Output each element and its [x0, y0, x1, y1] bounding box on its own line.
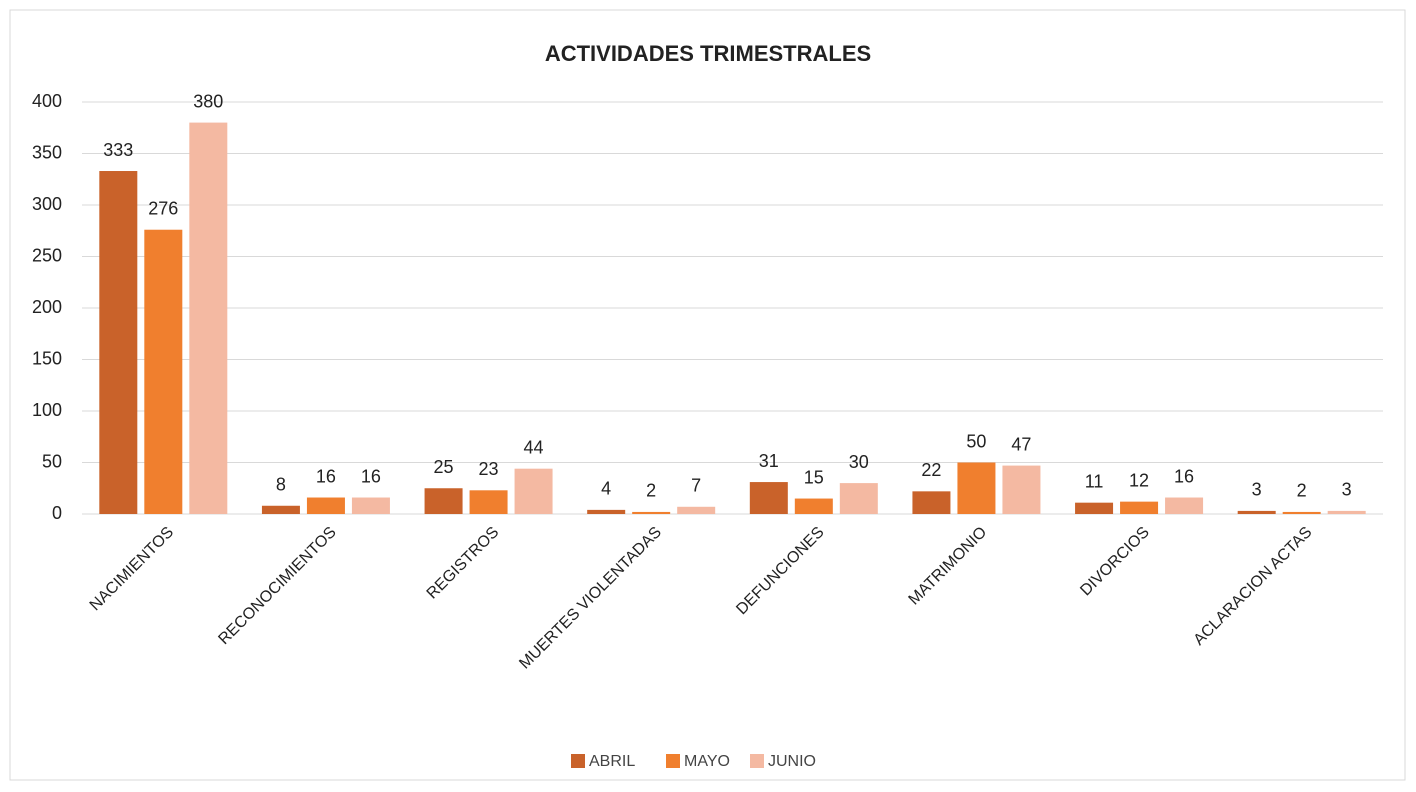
legend-label: JUNIO [768, 753, 816, 770]
y-tick-label: 400 [32, 91, 62, 111]
legend-swatch [571, 754, 585, 768]
bar [261, 505, 300, 514]
bar [794, 498, 833, 514]
y-tick-label: 150 [32, 348, 62, 368]
y-tick-label: 300 [32, 194, 62, 214]
data-label: 12 [1129, 470, 1149, 490]
data-label: 15 [804, 467, 824, 487]
bar [749, 482, 788, 514]
legend-label: MAYO [684, 753, 730, 770]
data-label: 8 [276, 475, 286, 495]
data-label: 2 [646, 481, 656, 501]
bar [99, 171, 138, 514]
y-tick-label: 200 [32, 297, 62, 317]
data-label: 276 [148, 198, 178, 218]
bar [189, 122, 228, 514]
y-tick-label: 350 [32, 142, 62, 162]
y-tick-label: 0 [52, 503, 62, 523]
data-label: 50 [966, 431, 986, 451]
bar [839, 483, 878, 514]
data-label: 11 [1085, 471, 1104, 491]
data-label: 7 [691, 476, 701, 496]
bar [514, 468, 553, 514]
data-label: 25 [434, 457, 454, 477]
data-label: 16 [316, 466, 336, 486]
data-label: 333 [103, 140, 133, 160]
data-label: 44 [524, 437, 544, 457]
bar [957, 462, 996, 514]
bar [587, 509, 626, 514]
bar [1327, 510, 1366, 514]
chart-title: ACTIVIDADES TRIMESTRALES [545, 41, 871, 66]
data-label: 16 [1174, 466, 1194, 486]
bar [1282, 511, 1321, 514]
legend-swatch [666, 754, 680, 768]
data-label: 4 [601, 479, 611, 499]
legend-label: ABRIL [589, 753, 635, 770]
data-label: 30 [849, 452, 869, 472]
bar [677, 506, 716, 514]
y-tick-label: 250 [32, 245, 62, 265]
bar [306, 497, 345, 514]
data-label: 3 [1252, 480, 1262, 500]
legend-swatch [750, 754, 764, 768]
data-label: 23 [479, 459, 499, 479]
y-tick-label: 100 [32, 400, 62, 420]
data-label: 16 [361, 466, 381, 486]
bar [1237, 510, 1276, 514]
data-label: 22 [921, 460, 941, 480]
bar [912, 491, 951, 514]
bar [1075, 502, 1114, 514]
bar [424, 488, 463, 514]
y-tick-label: 50 [42, 451, 62, 471]
data-label: 380 [193, 91, 223, 111]
bar [144, 229, 183, 514]
data-label: 31 [759, 451, 779, 471]
chart-frame [9, 9, 1406, 781]
data-label: 3 [1342, 480, 1352, 500]
bar [1002, 465, 1041, 514]
bar [1120, 501, 1159, 514]
bar [351, 497, 390, 514]
data-label: 2 [1297, 481, 1307, 501]
bar [1165, 497, 1204, 514]
data-label: 47 [1011, 434, 1031, 454]
bar [469, 490, 508, 514]
bar [632, 511, 671, 514]
